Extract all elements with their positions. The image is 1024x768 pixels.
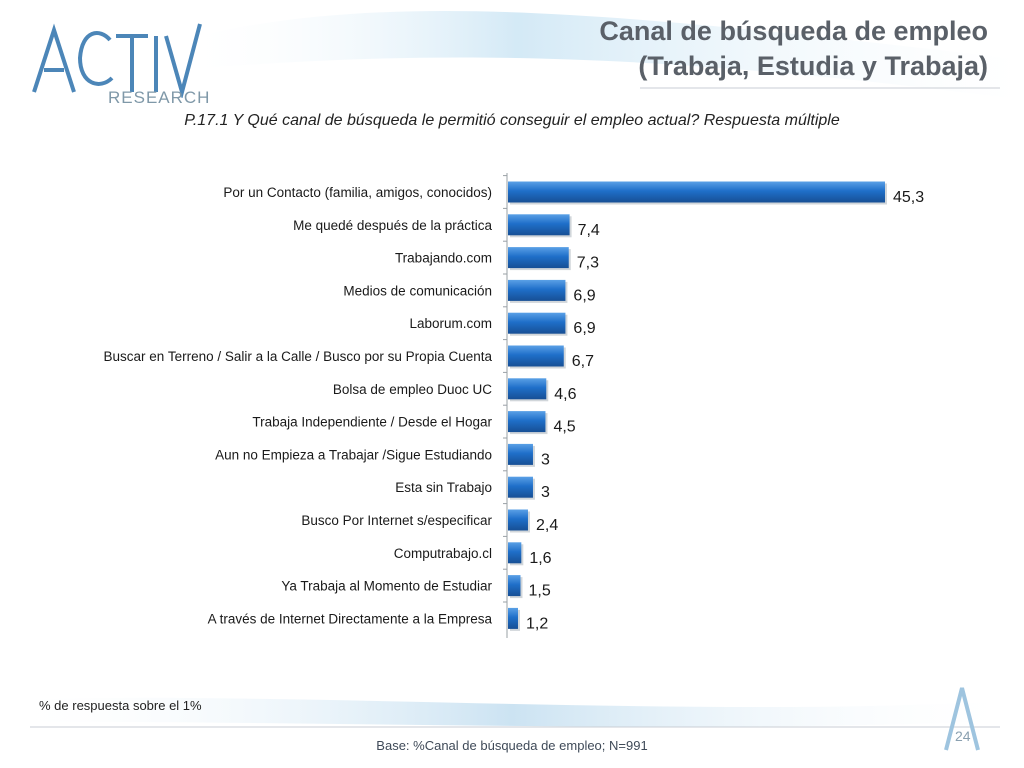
category-label: Bolsa de empleo Duoc UC <box>333 382 492 397</box>
question-text: P.17.1 Y Qué canal de búsqueda le permit… <box>184 112 840 129</box>
category-label: Por un Contacto (familia, amigos, conoci… <box>223 185 492 200</box>
bar <box>508 509 528 531</box>
category-label: Me quedé después de la práctica <box>293 218 492 233</box>
value-label: 45,3 <box>893 189 924 206</box>
bar-chart: Por un Contacto (familia, amigos, conoci… <box>104 173 924 638</box>
bar <box>508 476 533 498</box>
bar <box>508 443 533 465</box>
bar <box>508 279 566 301</box>
category-label: Trabajando.com <box>395 251 492 266</box>
value-label: 1,6 <box>529 550 551 567</box>
value-label: 3 <box>541 451 550 468</box>
bar <box>508 411 546 433</box>
category-label: Aun no Empieza a Trabajar /Sigue Estudia… <box>215 447 492 462</box>
page-number: 24 <box>955 728 971 744</box>
bar <box>508 542 522 564</box>
value-label: 1,2 <box>526 615 548 632</box>
logo-research-text: RESEARCH <box>108 88 211 107</box>
category-label: Esta sin Trabajo <box>395 480 492 495</box>
category-label: Medios de comunicación <box>343 283 492 298</box>
value-label: 7,3 <box>577 255 599 272</box>
value-label: 4,6 <box>554 386 576 403</box>
bar <box>508 312 566 334</box>
bar <box>508 575 521 597</box>
page-title: Canal de búsqueda de empleo (Trabaja, Es… <box>599 14 988 84</box>
value-label: 7,4 <box>578 222 600 239</box>
value-label: 3 <box>541 484 550 501</box>
value-label: 6,7 <box>572 353 594 370</box>
bar <box>508 247 569 269</box>
category-label: Buscar en Terreno / Salir a la Calle / B… <box>104 349 493 364</box>
base-note: Base: %Canal de búsqueda de empleo; N=99… <box>376 738 648 753</box>
value-label: 6,9 <box>573 287 595 304</box>
title-line-2: (Trabaja, Estudia y Trabaja) <box>638 51 988 81</box>
title-line-1: Canal de búsqueda de empleo <box>599 16 988 46</box>
value-label: 4,5 <box>553 419 575 436</box>
category-label: Laborum.com <box>409 316 492 331</box>
bar <box>508 378 547 400</box>
category-label: Trabaja Independiente / Desde el Hogar <box>252 415 492 430</box>
activa-small-logo-icon <box>944 687 980 751</box>
footnote: % de respuesta sobre el 1% <box>39 698 202 713</box>
bar <box>508 214 570 236</box>
bar <box>508 345 564 367</box>
category-label: Busco Por Internet s/especificar <box>301 513 492 528</box>
value-label: 2,4 <box>536 517 558 534</box>
activa-research-logo: RESEARCH <box>30 18 210 107</box>
category-label: Ya Trabaja al Momento de Estudiar <box>281 579 492 594</box>
category-label: A través de Internet Directamente a la E… <box>208 611 493 626</box>
value-label: 1,5 <box>528 583 550 600</box>
bar <box>508 607 518 629</box>
category-label: Computrabajo.cl <box>394 546 492 561</box>
value-label: 6,9 <box>573 320 595 337</box>
bar <box>508 181 885 203</box>
activa-logo-mark-icon <box>32 23 202 100</box>
